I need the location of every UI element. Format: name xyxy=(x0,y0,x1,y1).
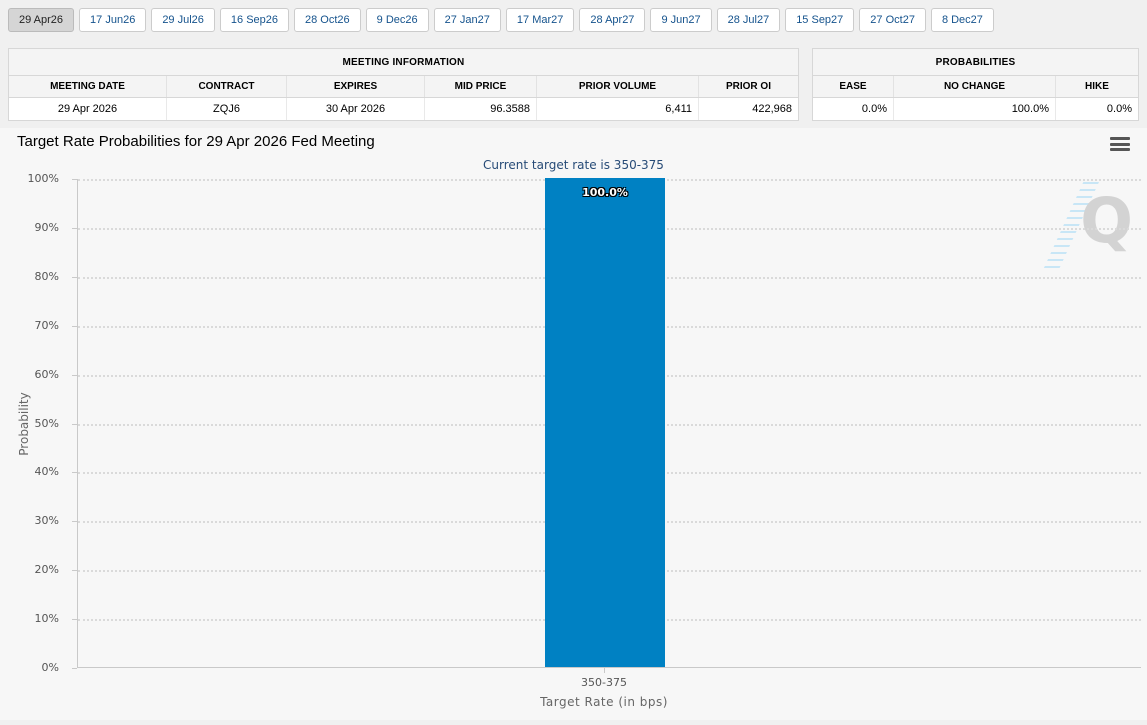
y-tick-mark-10 xyxy=(72,619,77,620)
column-header-mid-price: MID PRICE xyxy=(425,76,537,97)
y-tick-mark-100 xyxy=(72,179,77,180)
y-tick-label-40: 40% xyxy=(34,465,59,478)
y-tick-mark-30 xyxy=(72,521,77,522)
tab-28-apr27[interactable]: 28 Apr27 xyxy=(579,8,646,32)
tab-9-jun27[interactable]: 9 Jun27 xyxy=(650,8,712,32)
probabilities-table-row: 0.0% 100.0% 0.0% xyxy=(813,98,1138,120)
y-tick-mark-0 xyxy=(72,668,77,669)
y-tick-label-60: 60% xyxy=(34,368,59,381)
chart-title: Target Rate Probabilities for 29 Apr 202… xyxy=(17,133,375,150)
meeting-information-table: MEETING INFORMATION MEETING DATE CONTRACT… xyxy=(8,48,799,121)
y-tick-mark-80 xyxy=(72,277,77,278)
tab-29-apr26[interactable]: 29 Apr26 xyxy=(8,8,75,32)
x-axis-tick-label: 350-375 xyxy=(581,676,627,689)
cell-no-change: 100.0% xyxy=(894,98,1056,120)
y-tick-mark-60 xyxy=(72,375,77,376)
y-tick-label-70: 70% xyxy=(34,319,59,332)
cell-contract: ZQJ6 xyxy=(167,98,287,120)
column-header-ease: EASE xyxy=(813,76,894,97)
y-tick-label-0: 0% xyxy=(41,661,59,674)
y-tick-mark-20 xyxy=(72,570,77,571)
cell-prior-volume: 6,411 xyxy=(537,98,699,120)
column-header-meeting-date: MEETING DATE xyxy=(9,76,167,97)
meeting-information-table-header: MEETING DATE CONTRACT EXPIRES MID PRICE PRIO… xyxy=(9,76,798,98)
probability-bar-350-375[interactable]: 100.0% xyxy=(545,178,665,667)
cell-mid-price: 96.3588 xyxy=(425,98,537,120)
y-tick-mark-70 xyxy=(72,326,77,327)
y-tick-label-50: 50% xyxy=(34,417,59,430)
plot-area: 100.0% xyxy=(77,178,1141,668)
hamburger-menu-icon[interactable] xyxy=(1110,136,1130,152)
tab-17-jun26[interactable]: 17 Jun26 xyxy=(79,8,147,32)
cell-prior-oi: 422,968 xyxy=(752,103,792,115)
y-tick-label-10: 10% xyxy=(34,612,59,625)
y-tick-label-100: 100% xyxy=(27,172,59,185)
tab-16-sep26[interactable]: 16 Sep26 xyxy=(219,8,290,32)
meeting-date-tabbar: 29 Apr26 17 Jun26 29 Jul26 16 Sep26 28 Oct26… xyxy=(8,8,994,32)
cell-expires: 30 Apr 2026 xyxy=(287,98,425,120)
y-tick-label-30: 30% xyxy=(34,514,59,527)
target-rate-probability-chart: Target Rate Probabilities for 29 Apr 202… xyxy=(0,128,1147,720)
tab-9-dec26[interactable]: 9 Dec26 xyxy=(365,8,429,32)
probabilities-table: PROBABILITIES EASE NO CHANGE HIKE 0.0% 100.… xyxy=(812,48,1139,121)
probabilities-table-header: EASE NO CHANGE HIKE xyxy=(813,76,1138,98)
x-axis-tick xyxy=(604,668,605,673)
tab-28-jul27[interactable]: 28 Jul27 xyxy=(716,8,781,32)
meeting-information-table-title: MEETING INFORMATION xyxy=(9,49,798,76)
tab-28-oct26[interactable]: 28 Oct26 xyxy=(294,8,361,32)
x-axis-title: Target Rate (in bps) xyxy=(540,695,668,709)
column-header-hike: HIKE xyxy=(1085,81,1109,92)
cell-hike: 0.0% xyxy=(1106,103,1132,115)
column-header-prior-oi: PRIOR OI xyxy=(725,81,771,92)
probabilities-table-title: PROBABILITIES xyxy=(813,49,1138,76)
tab-15-sep27[interactable]: 15 Sep27 xyxy=(785,8,855,32)
column-header-expires: EXPIRES xyxy=(287,76,425,97)
column-header-contract: CONTRACT xyxy=(167,76,287,97)
y-tick-label-20: 20% xyxy=(34,563,59,576)
y-tick-mark-40 xyxy=(72,472,77,473)
y-tick-mark-50 xyxy=(72,424,77,425)
tab-27-oct27[interactable]: 27 Oct27 xyxy=(859,8,926,32)
chart-subtitle: Current target rate is 350-375 xyxy=(483,158,664,172)
y-tick-label-80: 80% xyxy=(34,270,59,283)
y-tick-label-90: 90% xyxy=(34,221,59,234)
tab-17-mar27[interactable]: 17 Mar27 xyxy=(505,8,575,32)
bar-value-label: 100.0% xyxy=(582,186,628,199)
y-tick-mark-90 xyxy=(72,228,77,229)
tab-27-jan27[interactable]: 27 Jan27 xyxy=(433,8,501,32)
meeting-information-table-row: 29 Apr 2026 ZQJ6 30 Apr 2026 96.3588 6,411 42… xyxy=(9,98,798,120)
column-header-prior-volume: PRIOR VOLUME xyxy=(537,76,699,97)
column-header-no-change: NO CHANGE xyxy=(894,76,1056,97)
tab-29-jul26[interactable]: 29 Jul26 xyxy=(151,8,215,32)
tab-8-dec27[interactable]: 8 Dec27 xyxy=(930,8,994,32)
cell-meeting-date: 29 Apr 2026 xyxy=(9,98,167,120)
cell-ease: 0.0% xyxy=(813,98,894,120)
